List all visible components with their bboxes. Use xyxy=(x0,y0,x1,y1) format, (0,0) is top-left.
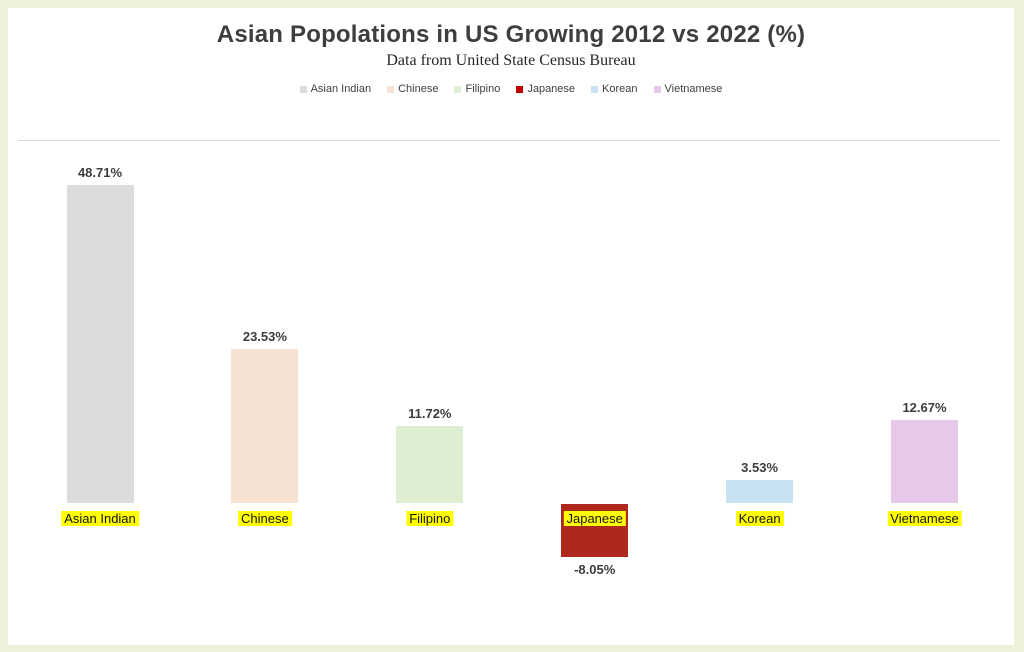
category-label-korean: Korean xyxy=(735,511,784,526)
value-label-korean: 3.53% xyxy=(741,459,779,475)
legend-item-filipino: Filipino xyxy=(454,83,500,95)
plot-area: 48.71% Asian Indian 23.53% Chinese 11.72% Fil… xyxy=(8,140,1014,645)
legend-swatch-japanese xyxy=(516,85,524,93)
chart-title: Asian Popolations in US Growing 2012 vs … xyxy=(216,21,806,48)
category-label-asian-indian: Asian Indian xyxy=(61,511,139,526)
legend-swatch-vietnamese xyxy=(653,85,661,93)
legend-label: Filipino xyxy=(465,83,501,95)
legend-item-asian-indian: Asian Indian xyxy=(299,83,372,95)
legend-item-korean: Korean xyxy=(591,83,638,95)
category-label-vietnamese: Vietnamese xyxy=(887,511,962,526)
category-label-filipino: Filipino xyxy=(406,511,454,526)
legend-label: Korean xyxy=(602,83,638,95)
value-label-vietnamese: 12.67% xyxy=(902,400,947,416)
legend-label: Chinese xyxy=(398,83,439,95)
category-label-japanese: Japanese xyxy=(563,511,626,526)
bar-korean xyxy=(726,479,794,503)
legend-label: Vietnamese xyxy=(664,83,723,95)
legend-label: Japanese xyxy=(527,83,576,95)
x-axis-line xyxy=(18,140,1000,141)
bar-chinese xyxy=(231,349,299,503)
bar-asian-indian xyxy=(66,184,134,503)
category-label-chinese: Chinese xyxy=(238,511,292,526)
bar-vietnamese xyxy=(891,420,958,503)
legend-item-vietnamese: Vietnamese xyxy=(653,83,723,95)
value-label-japanese: -8.05% xyxy=(574,561,616,577)
legend-swatch-korean xyxy=(591,85,599,93)
legend-swatch-filipino xyxy=(454,85,462,93)
chart-subtitle: Data from United State Census Bureau xyxy=(386,52,636,69)
legend-label: Asian Indian xyxy=(310,83,372,95)
legend-swatch-asian-indian xyxy=(299,85,307,93)
value-label-asian-indian: 48.71% xyxy=(77,164,123,180)
bar-filipino xyxy=(396,426,464,503)
value-label-filipino: 11.72% xyxy=(408,406,452,422)
value-label-chinese: 23.53% xyxy=(242,329,287,345)
chart-card: Asian Popolations in US Growing 2012 vs … xyxy=(8,8,1014,645)
legend-swatch-chinese xyxy=(387,85,395,93)
chart-legend: Asian Indian Chinese Filipino Japanese Korea… xyxy=(8,83,1014,95)
legend-item-chinese: Chinese xyxy=(387,83,438,95)
legend-item-japanese: Japanese xyxy=(516,83,575,95)
